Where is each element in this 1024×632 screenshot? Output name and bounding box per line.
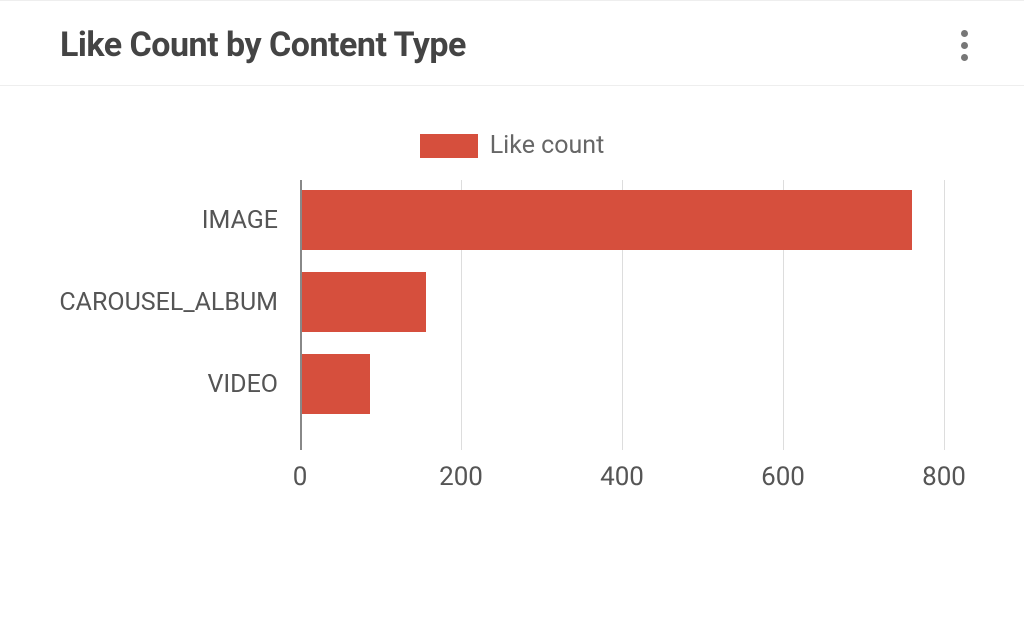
chart-legend: Like count (50, 131, 974, 160)
bar-row (302, 190, 944, 250)
bar-row (302, 272, 944, 332)
chart-bars (302, 190, 944, 414)
y-tick-label: IMAGE (50, 190, 290, 250)
legend-label: Like count (490, 131, 605, 160)
card-title: Like Count by Content Type (60, 25, 466, 65)
chart-area: Like count IMAGECAROUSEL_ALBUMVIDEO 0200… (0, 131, 1024, 602)
bar (302, 190, 912, 250)
y-axis-labels: IMAGE CAROUSEL_ALBUM VIDEO (50, 190, 290, 414)
x-tick-label: 400 (600, 462, 644, 492)
x-axis-labels: 0200400600800 (300, 462, 944, 492)
more-vert-icon (961, 30, 968, 37)
chart-plot: IMAGECAROUSEL_ALBUMVIDEO 0200400600800 (300, 180, 944, 450)
card-header: Like Count by Content Type (0, 1, 1024, 86)
more-options-button[interactable] (944, 25, 984, 65)
x-tick-label: 200 (439, 462, 483, 492)
gridline (944, 180, 945, 450)
y-tick-label: VIDEO (50, 354, 290, 414)
chart-card: Like Count by Content Type Like count IM… (0, 0, 1024, 632)
bar (302, 272, 426, 332)
bar (302, 354, 370, 414)
x-tick-label: 0 (293, 462, 308, 492)
x-tick-label: 800 (922, 462, 966, 492)
x-tick-label: 600 (761, 462, 805, 492)
legend-swatch (420, 134, 478, 158)
y-tick-label: CAROUSEL_ALBUM (50, 272, 290, 332)
bar-row (302, 354, 944, 414)
